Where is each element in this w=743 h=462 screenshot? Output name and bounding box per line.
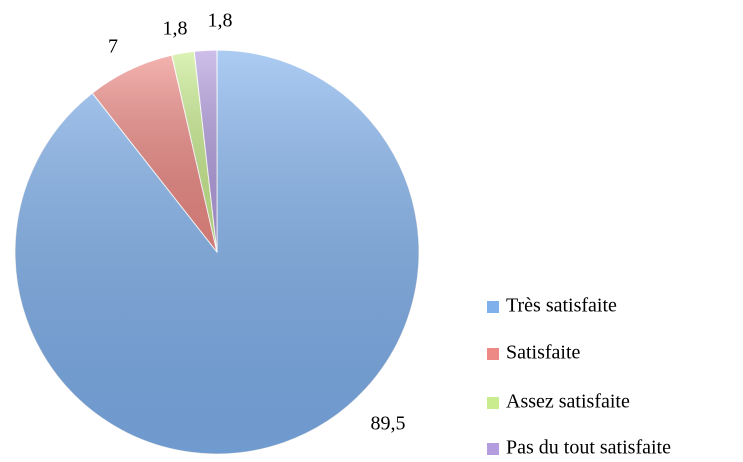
legend-label: Assez satisfaite	[506, 391, 630, 413]
legend-swatch	[487, 348, 499, 360]
data-label: 1,8	[208, 10, 233, 32]
legend-label: Très satisfaite	[506, 295, 617, 317]
slice-shade	[92, 55, 217, 252]
legend: Très satisfaite Satisfaite Assez satisfait…	[487, 295, 671, 459]
legend-label: Satisfaite	[506, 342, 581, 364]
legend-label: Pas du tout satisfaite	[506, 437, 671, 459]
slice-shade	[171, 51, 217, 253]
legend-swatch	[487, 397, 499, 409]
data-label: 7	[108, 36, 118, 58]
legend-swatch	[487, 443, 499, 455]
slice-shade	[194, 50, 217, 252]
data-label: 89,5	[371, 413, 406, 435]
data-label: 1,8	[163, 18, 188, 40]
legend-swatch	[487, 301, 499, 313]
pie	[14, 49, 420, 455]
labels: 89,5 7 1,8 1,8	[108, 10, 406, 435]
